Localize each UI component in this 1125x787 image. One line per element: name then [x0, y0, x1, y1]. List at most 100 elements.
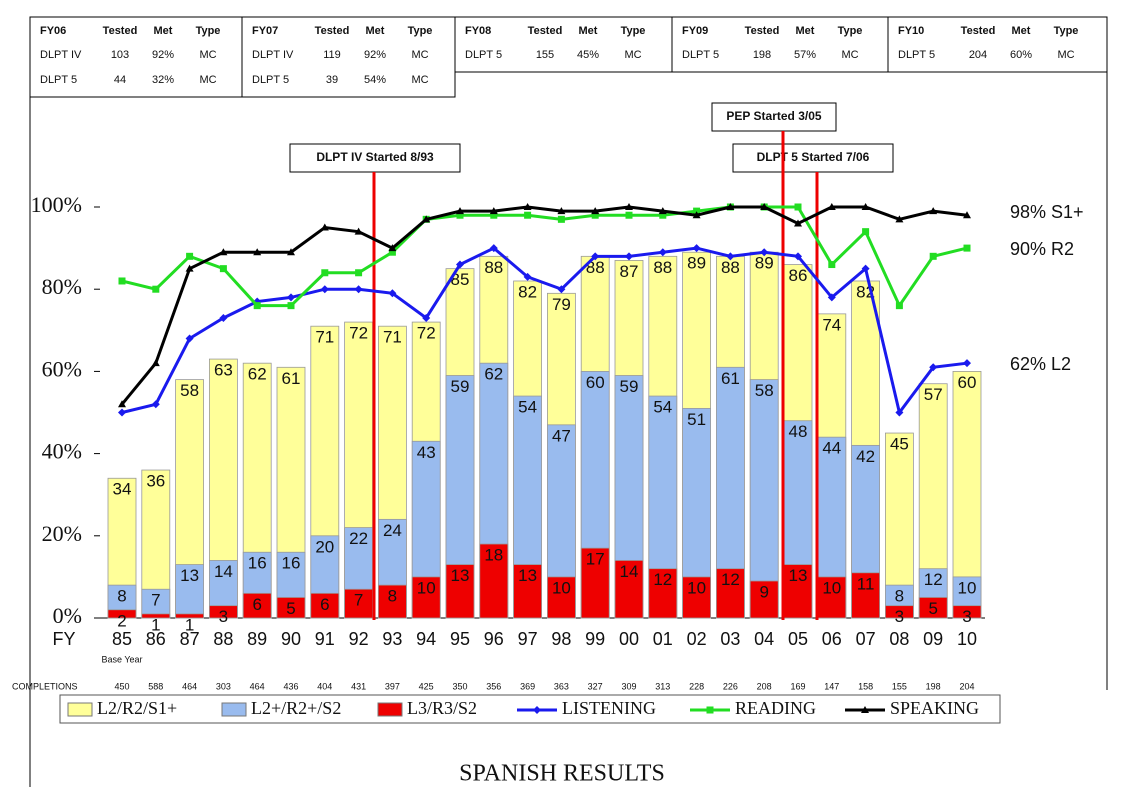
- completions-value: 350: [452, 681, 467, 691]
- bar: [377, 584, 407, 619]
- x-tick-label: 01: [653, 629, 673, 649]
- bar: [682, 576, 711, 619]
- line-marker: [151, 359, 160, 367]
- bar-label: 72: [417, 324, 436, 343]
- x-tick-label: 89: [247, 629, 267, 649]
- table-cell: DLPT IV: [40, 49, 82, 61]
- bar-label: 61: [282, 369, 301, 388]
- end-label: 62% L2: [1010, 354, 1071, 374]
- completions-value: 425: [419, 681, 434, 691]
- legend-swatch: [221, 702, 247, 717]
- bar: [851, 572, 880, 619]
- bar-label: 8: [895, 587, 904, 606]
- bar-label: 1: [151, 615, 160, 634]
- bar: [952, 605, 982, 619]
- table-cell: 204: [969, 49, 987, 61]
- x-tick-label: 00: [619, 629, 639, 649]
- bar-label: 1: [185, 615, 194, 634]
- bar-label: 20: [315, 537, 334, 556]
- line-marker: [692, 211, 701, 219]
- bar-label: 86: [789, 266, 808, 285]
- y-tick-label: 0%: [53, 603, 82, 628]
- table-cell: DLPT 5: [40, 74, 77, 86]
- bar: [749, 580, 779, 619]
- table-cell: 92%: [152, 49, 174, 61]
- line-marker: [658, 207, 667, 215]
- table-cell: 39: [326, 74, 338, 86]
- bar: [580, 547, 610, 619]
- bar: [310, 592, 340, 619]
- bar-label: 16: [248, 554, 267, 573]
- bar: [749, 379, 779, 619]
- bar-label: 51: [687, 410, 706, 429]
- table-box: [887, 16, 1108, 73]
- bar-label: 48: [789, 422, 808, 441]
- line-marker: [895, 215, 904, 223]
- bar-label: 10: [958, 578, 977, 597]
- line-marker: [828, 261, 836, 269]
- line-marker: [456, 207, 464, 215]
- line-marker: [591, 252, 600, 261]
- bar: [885, 605, 914, 619]
- line-marker: [524, 211, 532, 219]
- bar-label: 72: [349, 324, 368, 343]
- completions-value: 327: [588, 681, 603, 691]
- line-marker: [219, 265, 227, 273]
- bar: [648, 568, 678, 619]
- x-axis-label: FY: [52, 629, 75, 649]
- table-cell: MC: [624, 49, 641, 61]
- table-cell: DLPT 5: [252, 74, 289, 86]
- table-cell: MC: [199, 74, 216, 86]
- bar: [547, 576, 576, 619]
- line-marker: [185, 334, 194, 343]
- line-marker: [422, 313, 431, 322]
- x-tick-label: 05: [788, 629, 808, 649]
- table-cell: DLPT 5: [465, 49, 502, 61]
- bar-label: 62: [248, 365, 267, 384]
- table-header: Met: [796, 25, 815, 37]
- bar-label: 58: [180, 381, 199, 400]
- line-marker: [185, 264, 194, 272]
- bar-label: 88: [586, 258, 605, 277]
- annotation: PEP Started 3/05: [726, 109, 821, 123]
- bar-label: 60: [958, 373, 977, 392]
- x-tick-label: 08: [889, 629, 909, 649]
- line-marker: [320, 223, 329, 231]
- legend-label: LISTENING: [562, 698, 656, 718]
- bar-label: 2: [117, 611, 126, 630]
- legend-label: SPEAKING: [890, 698, 979, 718]
- bar-label: 74: [822, 315, 841, 334]
- bar: [175, 613, 205, 619]
- bar-label: 18: [484, 546, 503, 565]
- bar-label: 10: [687, 578, 706, 597]
- table-cell: 57%: [794, 49, 816, 61]
- table-header: Type: [1054, 25, 1079, 37]
- table-cell: DLPT 5: [898, 49, 935, 61]
- bar-label: 11: [857, 574, 875, 593]
- table-cell: DLPT 5: [682, 49, 719, 61]
- line-marker: [523, 272, 532, 281]
- line-marker: [287, 293, 295, 302]
- line-marker: [523, 203, 532, 210]
- bar: [242, 592, 272, 619]
- bar-label: 42: [856, 447, 875, 466]
- completions-value: 204: [959, 681, 974, 691]
- bar-label: 12: [721, 570, 740, 589]
- bar: [716, 568, 745, 619]
- line-marker: [862, 228, 870, 236]
- table-cell: MC: [199, 49, 216, 61]
- table-cell: DLPT IV: [252, 49, 294, 61]
- line-marker: [658, 248, 667, 257]
- line-marker: [929, 207, 938, 215]
- bar-label: 79: [552, 295, 571, 314]
- bar-label: 34: [113, 480, 132, 499]
- line-marker: [151, 400, 160, 409]
- bar-label: 44: [822, 439, 841, 458]
- table-header: FY07: [252, 25, 278, 37]
- line-marker: [456, 211, 464, 219]
- table-header: Tested: [528, 25, 563, 37]
- table-header: FY09: [682, 25, 708, 37]
- line-marker: [186, 252, 194, 260]
- bar: [445, 564, 475, 619]
- bar-label: 85: [451, 270, 470, 289]
